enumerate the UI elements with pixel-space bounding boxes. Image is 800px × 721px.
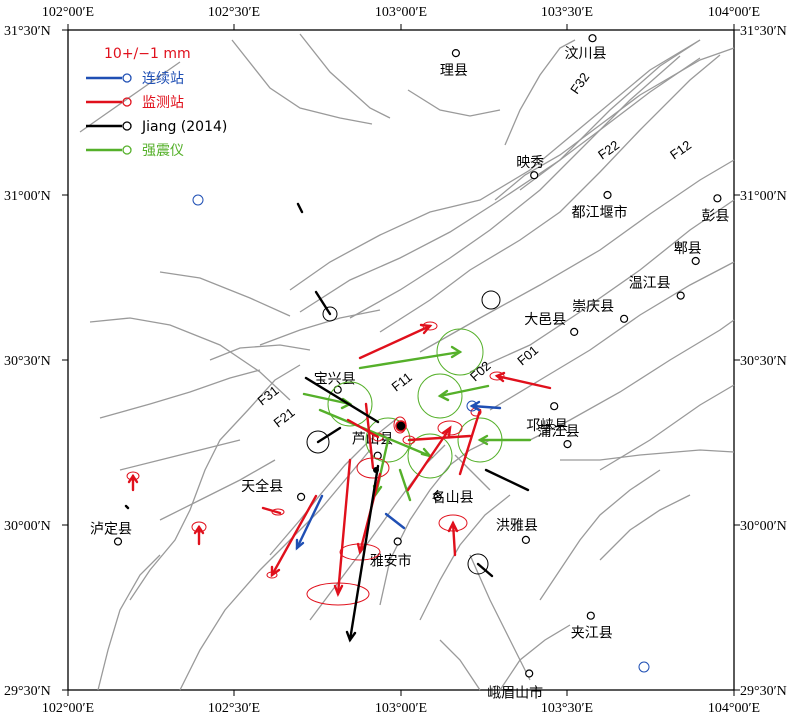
- place-label: 邛崃县: [526, 418, 568, 434]
- fault-lines: [79, 33, 735, 691]
- place-marker: [297, 492, 306, 501]
- black-ellipse: [481, 290, 501, 310]
- legend-scale: 10+/−1 mm: [104, 46, 191, 62]
- place-label: 泸定县: [90, 522, 132, 538]
- place-label: 汶川县: [565, 45, 607, 62]
- tick-marks: [62, 24, 740, 696]
- red-ellipse: [339, 543, 381, 561]
- place-label: 蒲江县: [538, 424, 580, 440]
- place-marker: [530, 171, 539, 180]
- place-label: 大邑县: [524, 312, 566, 328]
- red-ellipse: [489, 371, 505, 381]
- lat-label-left-1: 31°30′N: [4, 24, 51, 39]
- legend: 10+/−1 mm 连续站 监测站 Jiang (2014) 强震仪: [86, 46, 227, 159]
- lon-label-top-2: 102°30′E: [208, 5, 260, 20]
- blue-ellipse: [638, 661, 650, 673]
- legend-label-strong-motion: 强震仪: [142, 143, 184, 159]
- place-marker: [676, 291, 685, 300]
- place-label: 宝兴县: [314, 372, 356, 388]
- lon-label-top-5: 104°00′E: [708, 5, 760, 20]
- lat-label-right-3: 30°30′N: [740, 354, 787, 369]
- place-label: 夹江县: [571, 626, 613, 642]
- place-label: 映秀: [516, 155, 544, 171]
- place-marker: [433, 492, 442, 501]
- lon-label-bottom-5: 104°00′E: [708, 701, 760, 716]
- place-label: 彭县: [701, 208, 729, 224]
- legend-label-monitoring: 监测站: [142, 95, 184, 111]
- legend-entry-strong-motion: 强震仪: [86, 143, 184, 159]
- lat-label-left-3: 30°30′N: [4, 354, 51, 369]
- lat-label-right-2: 31°00′N: [740, 189, 787, 204]
- lon-label-bottom-3: 103°00′E: [375, 701, 427, 716]
- place-marker: [713, 194, 722, 203]
- legend-entry-jiang: Jiang (2014): [86, 119, 227, 135]
- legend-label-jiang: Jiang (2014): [141, 119, 227, 135]
- lat-label-right-1: 31°30′N: [740, 24, 787, 39]
- black-ellipse: [467, 553, 489, 575]
- place-label: 郫县: [674, 241, 702, 257]
- black-ellipse: [306, 430, 330, 454]
- place-marker: [113, 537, 123, 546]
- place-label: 雅安市: [370, 553, 412, 570]
- place-marker: [550, 402, 559, 411]
- place-label: 都江堰市: [572, 204, 628, 221]
- lon-label-bottom-4: 103°30′E: [541, 701, 593, 716]
- legend-entry-continuous: 连续站: [86, 70, 184, 87]
- lon-label-top-3: 103°00′E: [375, 5, 427, 20]
- lat-label-right-5: 29°30′N: [740, 684, 787, 699]
- station-marker: [373, 467, 379, 473]
- place-label: 洪雅县: [496, 518, 538, 534]
- place-marker: [570, 327, 579, 336]
- place-marker: [451, 48, 460, 58]
- place-marker: [525, 669, 534, 678]
- place-marker: [521, 535, 531, 545]
- green-ellipse: [436, 328, 484, 376]
- place-marker: [691, 256, 700, 266]
- place-marker: [586, 611, 595, 620]
- place-label: 崇庆县: [572, 299, 614, 315]
- place-marker: [563, 440, 572, 449]
- lat-label-left-4: 30°00′N: [4, 519, 51, 534]
- place-label: 名山县: [432, 490, 474, 506]
- place-marker: [603, 190, 612, 200]
- place-marker: [619, 314, 629, 323]
- place-label: 峨眉山市: [487, 685, 543, 702]
- lon-label-top-4: 103°30′E: [541, 5, 593, 20]
- green-ellipse: [327, 381, 373, 427]
- place-marker: [588, 34, 597, 43]
- lon-label-bottom-2: 102°30′E: [208, 701, 260, 716]
- lat-label-right-4: 30°00′N: [740, 519, 787, 534]
- place-label: 温江县: [629, 276, 671, 292]
- place-label: 天全县: [241, 478, 283, 495]
- lon-label-top-1: 102°00′E: [42, 5, 94, 20]
- place-label: 理县: [440, 63, 468, 79]
- black-ellipse: [322, 306, 338, 322]
- map-frame: [67, 29, 735, 691]
- green-ellipse: [407, 433, 453, 479]
- red-ellipse: [271, 508, 285, 516]
- lat-label-left-2: 31°00′N: [4, 189, 51, 204]
- displacement-vectors: [124, 202, 552, 643]
- lat-label-left-5: 29°30′N: [4, 684, 51, 699]
- blue-ellipse: [192, 194, 204, 206]
- lon-label-bottom-1: 102°00′E: [42, 701, 94, 716]
- legend-entry-monitoring: 监测站: [86, 95, 184, 111]
- place-marker: [393, 537, 402, 546]
- station-marker: [395, 420, 407, 432]
- green-ellipse: [417, 373, 463, 419]
- legend-label-continuous: 连续站: [142, 70, 184, 87]
